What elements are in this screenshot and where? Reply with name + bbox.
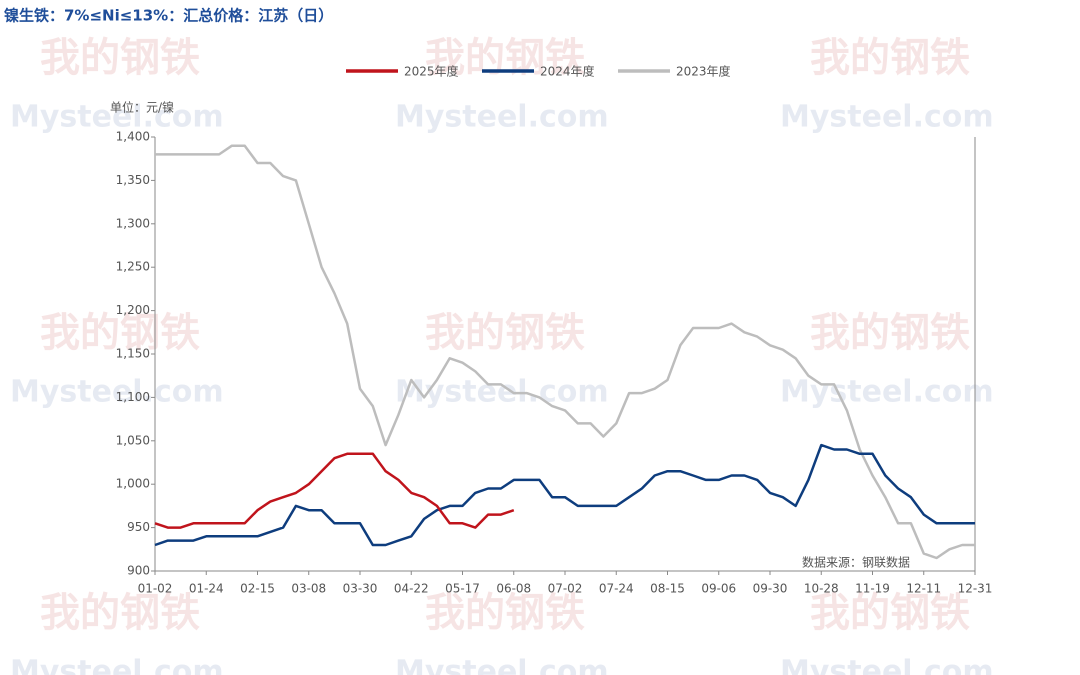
- x-tick-label: 11-19: [855, 582, 890, 596]
- y-tick-label: 950: [127, 520, 150, 534]
- x-tick-label: 10-28: [804, 582, 839, 596]
- x-tick-label: 01-02: [138, 582, 173, 596]
- y-tick-label: 900: [127, 564, 150, 578]
- legend-label: 2024年度: [540, 64, 595, 79]
- watermark: Mysteel.com: [10, 655, 224, 675]
- watermark: Mysteel.com: [780, 100, 994, 135]
- unit-label: 单位：元/镍: [110, 100, 174, 115]
- watermark: Mysteel.com: [10, 375, 224, 410]
- source-note: 数据来源：钢联数据: [802, 555, 910, 570]
- watermark: Mysteel.com: [395, 375, 609, 410]
- watermark: Mysteel.com: [395, 100, 609, 135]
- y-tick-label: 1,250: [116, 260, 150, 274]
- x-tick-label: 07-24: [599, 582, 634, 596]
- x-tick-label: 05-17: [445, 582, 480, 596]
- x-tick-label: 01-24: [189, 582, 224, 596]
- y-tick-label: 1,400: [116, 130, 150, 144]
- watermark: 我的钢铁: [810, 310, 970, 356]
- x-tick-label: 08-15: [650, 582, 685, 596]
- watermark: Mysteel.com: [780, 655, 994, 675]
- watermark: Mysteel.com: [780, 375, 994, 410]
- watermark: 我的钢铁: [425, 310, 585, 356]
- chart-title: 镍生铁：7%≤Ni≤13%：汇总价格：江苏（日）: [4, 7, 333, 25]
- watermark: 我的钢铁: [40, 35, 200, 81]
- x-tick-label: 03-08: [291, 582, 326, 596]
- x-tick-label: 12-31: [958, 582, 993, 596]
- watermark: 我的钢铁: [810, 35, 970, 81]
- x-tick-label: 06-08: [496, 582, 531, 596]
- watermark: 我的钢铁: [40, 590, 200, 636]
- series-line: [154, 452, 515, 529]
- x-tick-label: 03-30: [343, 582, 378, 596]
- x-tick-label: 09-06: [701, 582, 736, 596]
- watermark: 我的钢铁: [40, 310, 200, 356]
- watermark: 我的钢铁: [425, 590, 585, 636]
- x-tick-label: 12-11: [906, 582, 941, 596]
- legend-label: 2023年度: [676, 64, 731, 79]
- x-tick-label: 07-02: [548, 582, 583, 596]
- y-tick-label: 1,050: [116, 433, 150, 447]
- series-line: [154, 443, 975, 547]
- y-tick-label: 1,350: [116, 173, 150, 187]
- x-tick-label: 02-15: [240, 582, 275, 596]
- y-tick-label: 1,000: [116, 477, 150, 491]
- watermark: Mysteel.com: [10, 100, 224, 135]
- y-tick-label: 1,100: [116, 390, 150, 404]
- x-tick-label: 04-22: [394, 582, 429, 596]
- legend-label: 2025年度: [404, 64, 459, 79]
- watermark: 我的钢铁: [810, 590, 970, 636]
- watermark: 我的钢铁: [425, 35, 585, 81]
- series-line: [155, 144, 975, 560]
- y-tick-label: 1,150: [116, 347, 150, 361]
- y-tick-label: 1,300: [116, 216, 150, 230]
- y-tick-label: 1,200: [116, 303, 150, 317]
- watermark: Mysteel.com: [395, 655, 609, 675]
- watermarks: 我的钢铁 Mysteel.com 我的钢铁 Mysteel.com 我的钢铁 Mystee…: [10, 35, 994, 675]
- x-tick-label: 09-30: [753, 582, 788, 596]
